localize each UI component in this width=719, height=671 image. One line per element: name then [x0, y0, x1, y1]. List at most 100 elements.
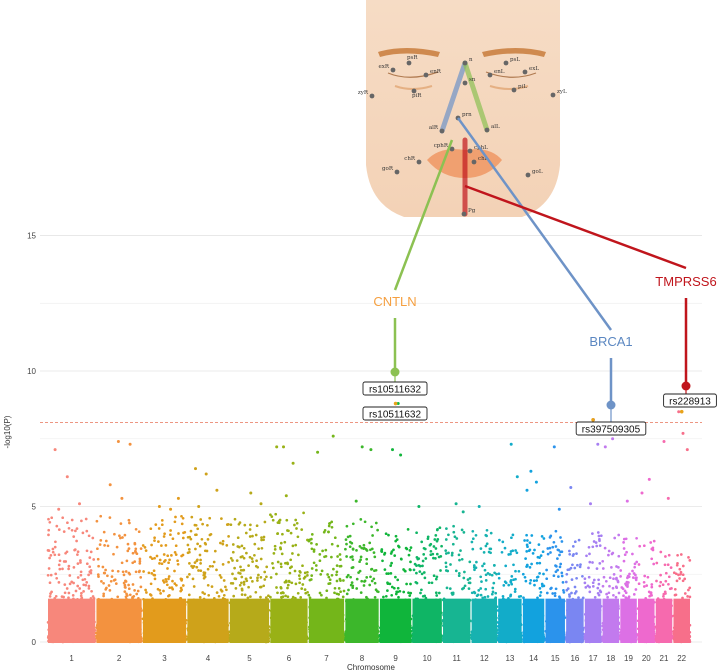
- snp-point: [511, 533, 515, 537]
- snp-point: [47, 533, 50, 537]
- snp-point: [72, 566, 76, 569]
- snp-point: [459, 549, 462, 552]
- snp-point: [374, 521, 378, 525]
- snp-point: [524, 579, 528, 583]
- snp-point: [351, 548, 355, 551]
- snp-point: [394, 539, 398, 543]
- snp-point: [248, 528, 252, 531]
- snp-point: [188, 535, 192, 539]
- chromosome-12-points: [470, 528, 499, 644]
- snp-point: [491, 590, 495, 594]
- snp-point: [87, 584, 91, 588]
- snp-point: [82, 583, 86, 587]
- snp-point: [592, 540, 596, 543]
- snp-point: [573, 566, 577, 570]
- snp-point: [248, 555, 252, 559]
- snp-point: [206, 523, 209, 527]
- snp-point: [186, 551, 190, 555]
- snp-point: [479, 547, 483, 550]
- snp-point: [568, 568, 571, 571]
- snp-point: [91, 536, 95, 540]
- snp-point: [489, 547, 493, 551]
- snp-point: [574, 590, 578, 593]
- snp-point: [386, 581, 389, 585]
- snp-point: [160, 519, 164, 522]
- snp-point: [229, 523, 233, 527]
- snp-point: [570, 578, 574, 581]
- snp-point: [47, 517, 50, 521]
- chromosome-base-band: [48, 598, 96, 643]
- chromosome-6-points: [269, 511, 309, 644]
- snp-point: [358, 545, 362, 548]
- snp-point: [263, 520, 267, 524]
- snp-point: [57, 581, 61, 584]
- snp-point: [551, 592, 555, 595]
- snp-point: [50, 590, 53, 594]
- snp-point: [498, 538, 501, 542]
- snp-point: [324, 548, 328, 552]
- snp-point: [542, 572, 545, 576]
- snp-point: [166, 567, 169, 570]
- snp-point: [162, 589, 165, 593]
- snp-point: [445, 527, 448, 530]
- snp-point: [89, 550, 93, 554]
- snp-point: [435, 539, 439, 543]
- snp-point: [303, 571, 307, 575]
- snp-point: [552, 574, 556, 578]
- snp-point: [276, 591, 279, 595]
- snp-point: [509, 552, 512, 556]
- chromosome-base-band: [142, 598, 187, 643]
- chromosome-2-points: [95, 514, 143, 644]
- snp-point: [89, 571, 93, 575]
- snp-point: [440, 544, 443, 548]
- snp-point: [485, 542, 489, 546]
- snp-point: [501, 594, 505, 598]
- snp-point: [186, 575, 189, 579]
- snp-point: [350, 581, 354, 584]
- snp-point: [125, 594, 129, 597]
- snp-point: [196, 527, 200, 531]
- snp-point: [310, 574, 314, 577]
- snp-point: [80, 591, 83, 595]
- snp-point: [87, 587, 91, 590]
- chromosome-base-band: [270, 598, 308, 643]
- snp-point: [598, 589, 602, 593]
- snp-point: [280, 595, 283, 599]
- snp-point: [205, 549, 209, 553]
- snp-point: [429, 553, 433, 557]
- snp-point: [408, 549, 412, 552]
- snp-point: [259, 557, 263, 561]
- snp-point: [346, 535, 350, 539]
- snp-point: [432, 574, 436, 578]
- snp-point: [125, 559, 129, 563]
- snp-point: [213, 549, 217, 553]
- snp-point: [113, 532, 116, 536]
- snp-point: [491, 586, 495, 590]
- snp-point: [287, 529, 290, 533]
- snp-point: [171, 579, 174, 583]
- snp-point: [225, 523, 229, 526]
- snp-point: [290, 581, 294, 585]
- snp-point: [121, 536, 124, 539]
- snp-point: [136, 589, 140, 593]
- snp-point: [556, 548, 560, 552]
- snp-point: [575, 552, 578, 555]
- snp-point: [158, 562, 161, 565]
- snp-point: [406, 528, 410, 531]
- snp-point: [526, 539, 529, 542]
- snp-point: [293, 523, 296, 527]
- snp-point: [338, 553, 342, 556]
- snp-point: [68, 582, 72, 586]
- snp-point: [279, 546, 282, 549]
- snp-point: [351, 522, 355, 526]
- snp-point: [170, 586, 174, 589]
- snp-point: [259, 576, 263, 579]
- snp-point: [170, 554, 173, 557]
- snp-point: [616, 580, 620, 584]
- snp-point: [565, 572, 569, 576]
- snp-point: [188, 562, 191, 565]
- snp-point: [549, 587, 552, 591]
- snp-point: [529, 579, 533, 582]
- snp-point: [262, 535, 266, 539]
- chromosome-base-band: [412, 598, 442, 643]
